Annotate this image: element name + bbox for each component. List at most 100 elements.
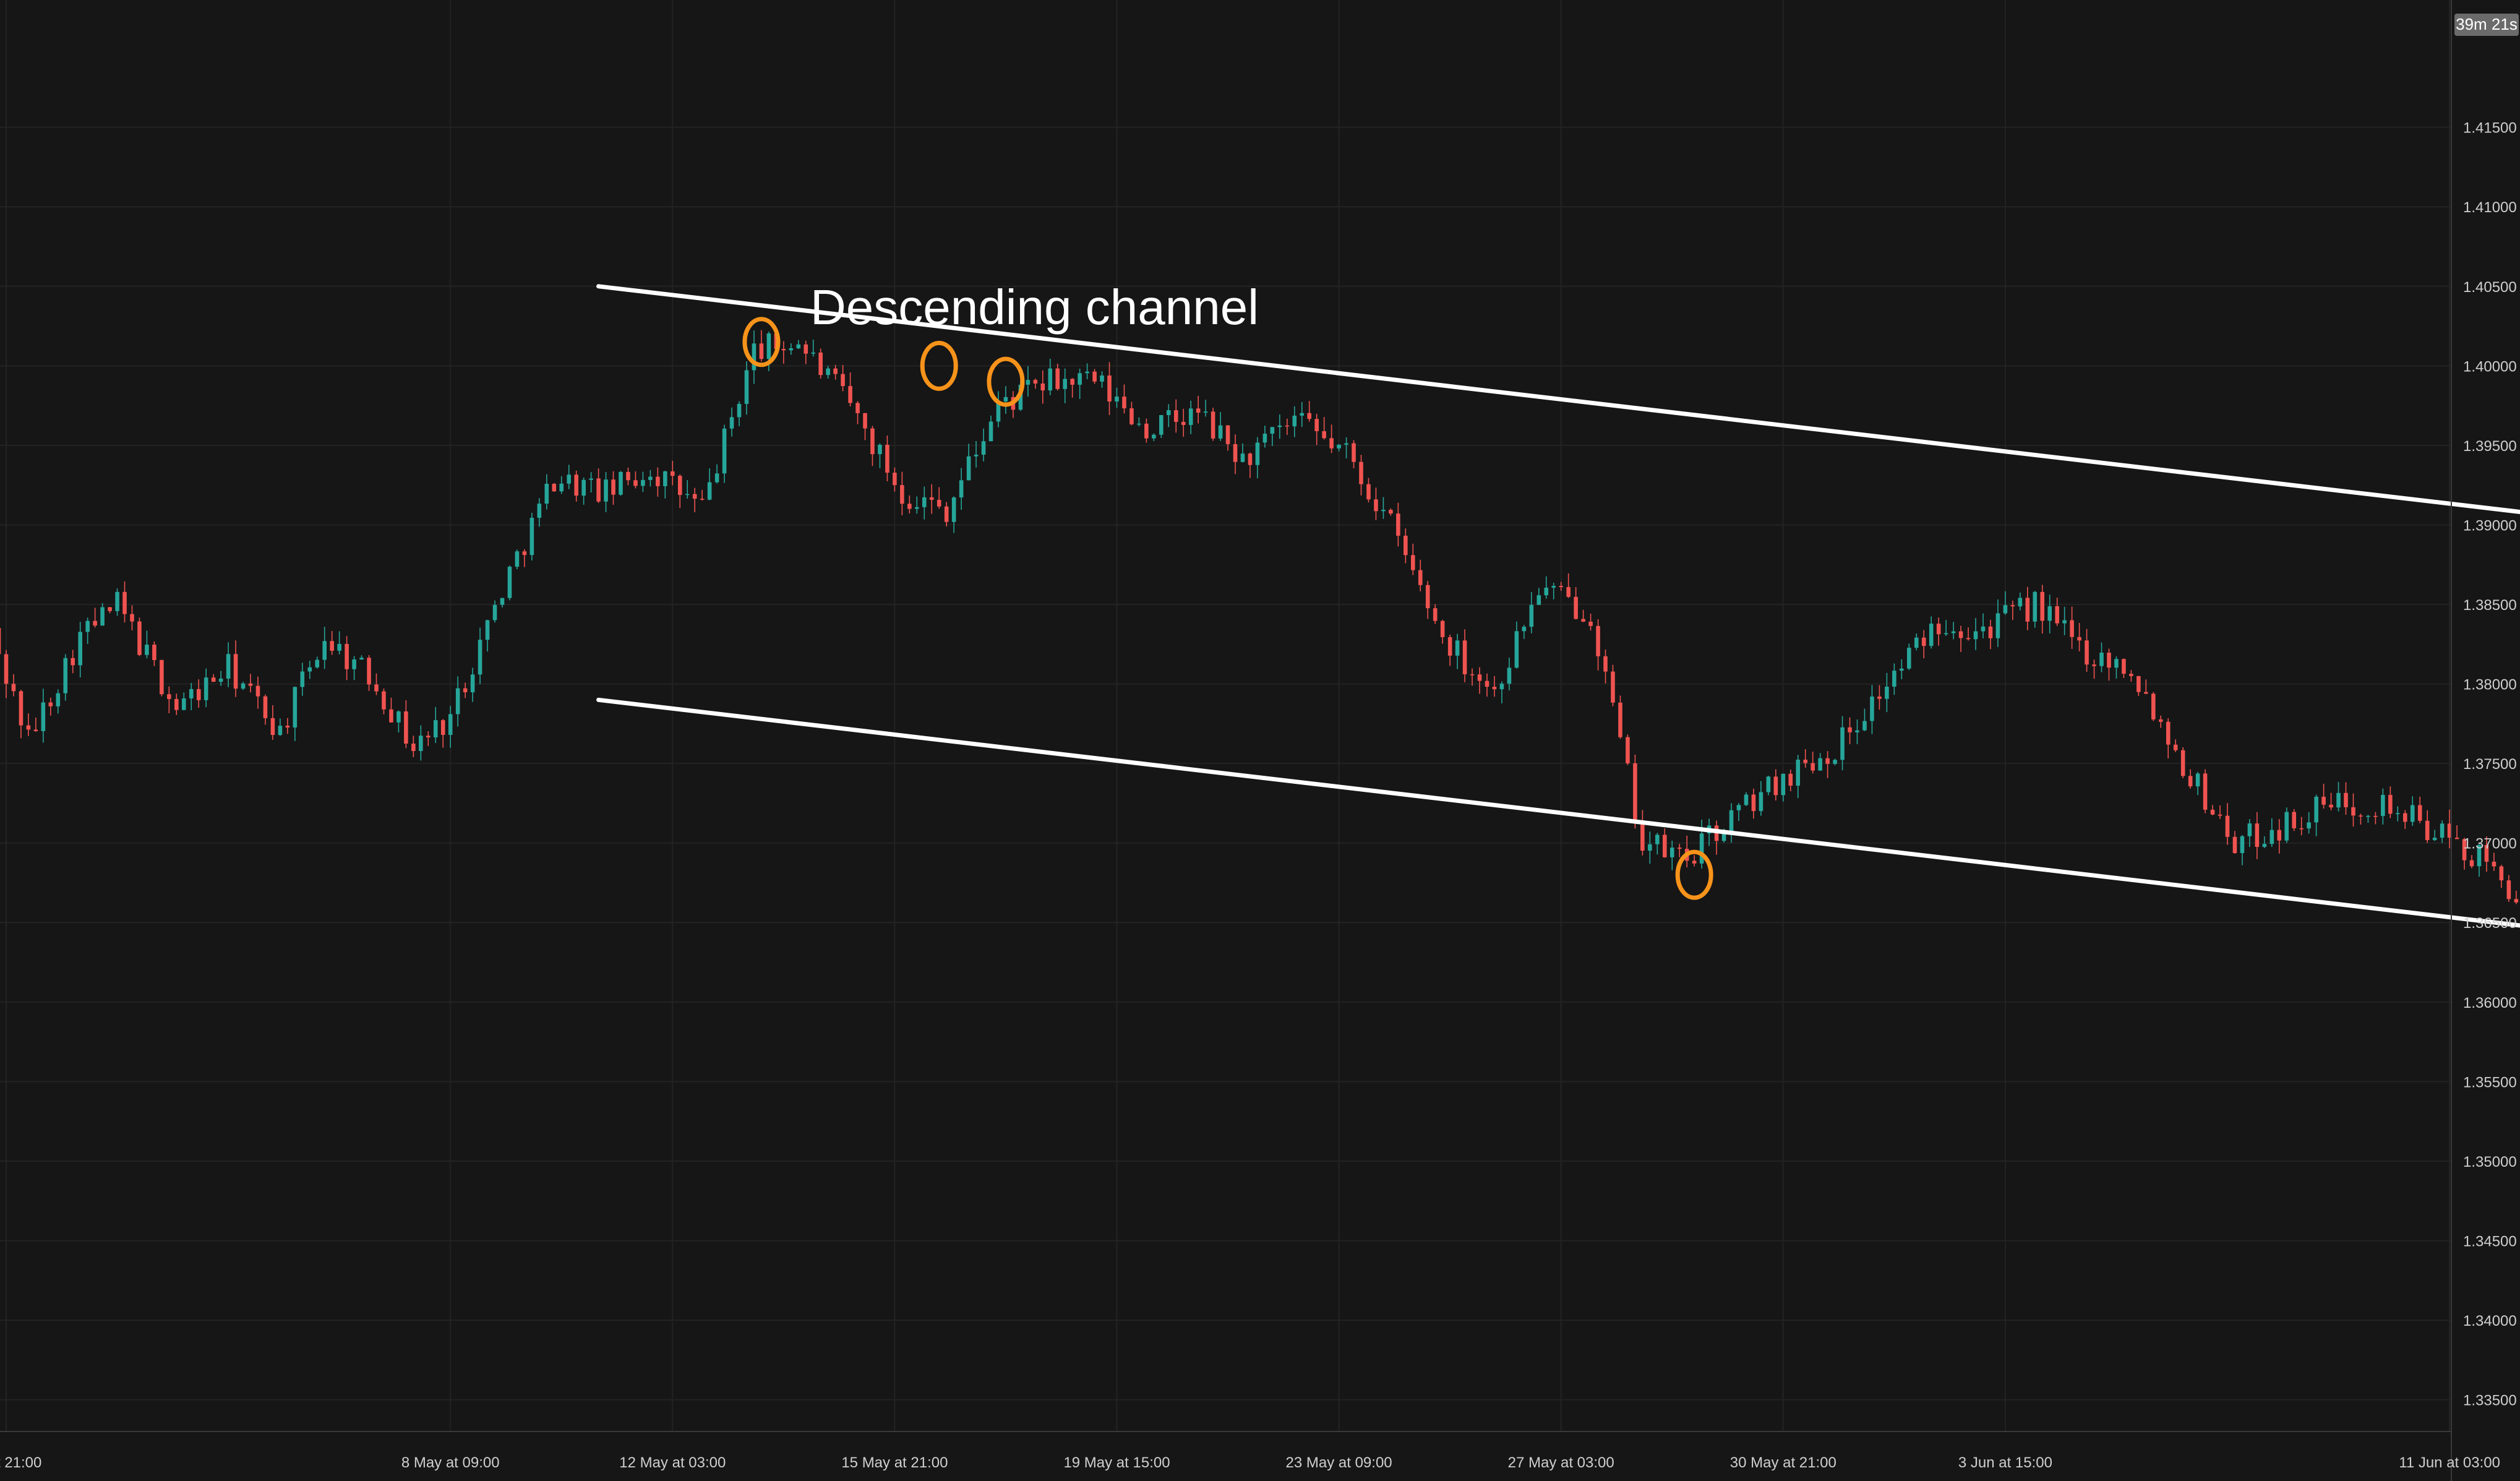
candle [2025, 586, 2030, 630]
candle [470, 668, 475, 702]
price-axis[interactable]: 1.33500 1.34000 1.34500 1.35000 1.35500 1.360… [2463, 120, 2517, 1409]
candle [1173, 399, 1178, 433]
candle [714, 464, 719, 484]
candle [1314, 413, 1319, 445]
channel-lines[interactable] [596, 284, 2520, 1344]
candle [108, 606, 112, 614]
candle [455, 676, 460, 727]
candle [2388, 786, 2393, 818]
candle [1462, 629, 1467, 682]
candle [1818, 753, 1822, 771]
candle [1055, 363, 1060, 391]
time-tick-label: pr at 21:00 [0, 1454, 41, 1471]
candle [515, 549, 520, 570]
candle [1255, 437, 1260, 479]
price-tick-label: 1.38500 [2463, 597, 2517, 614]
candle [1536, 588, 1541, 606]
candle [307, 661, 312, 679]
candle [1188, 400, 1193, 434]
candle [1936, 617, 1941, 646]
candle [1855, 719, 1859, 744]
candle [1588, 614, 1593, 631]
candle [1759, 781, 1764, 816]
candle [2107, 648, 2111, 681]
candle [1514, 621, 1519, 669]
candle [893, 467, 897, 492]
candle [2344, 782, 2348, 815]
candle [1440, 619, 1445, 644]
candle [1396, 502, 1400, 547]
candle [596, 468, 601, 504]
candle [1892, 663, 1896, 695]
candle [722, 424, 727, 483]
channel-upper-line[interactable] [596, 284, 2520, 930]
time-axis[interactable]: pr at 21:00 8 May at 09:00 12 May at 03:00… [0, 1454, 2520, 1471]
candle [574, 470, 578, 502]
candle [1063, 368, 1068, 403]
candle [1137, 417, 1141, 427]
time-tick-label: 27 May at 03:00 [1508, 1454, 1614, 1471]
candle [130, 605, 134, 630]
candle [11, 674, 16, 697]
candle [463, 682, 468, 698]
candle [1144, 418, 1149, 443]
candle [826, 366, 830, 379]
candle [729, 407, 734, 437]
candle [167, 686, 171, 713]
candle [2366, 815, 2370, 823]
price-tick-label: 1.37500 [2463, 756, 2517, 773]
candle [2225, 803, 2230, 845]
candle [2284, 807, 2289, 843]
candle [2122, 658, 2126, 679]
candle [2432, 830, 2437, 841]
price-tick-label: 1.36500 [2463, 915, 2517, 932]
candle [1773, 769, 1778, 801]
candle [707, 468, 712, 500]
candle [1277, 414, 1282, 439]
candle [196, 679, 201, 708]
candle [1995, 599, 2000, 647]
candle [759, 330, 764, 362]
candle [115, 588, 119, 616]
candle [1307, 401, 1312, 422]
candle [1544, 576, 1549, 599]
channel-lower-line[interactable] [596, 697, 2520, 1344]
candle [2047, 595, 2052, 633]
candle [448, 706, 453, 748]
candle [2492, 852, 2496, 871]
candle [152, 641, 156, 666]
candle [1988, 619, 1993, 650]
candle [2055, 598, 2059, 626]
candle [959, 468, 964, 510]
candle [263, 694, 268, 725]
candle [1344, 437, 1348, 459]
candle [1159, 414, 1164, 438]
candle [1418, 559, 1423, 591]
candle [1766, 776, 1771, 796]
candle [1381, 497, 1386, 519]
candle [789, 343, 794, 355]
chart-annotation[interactable]: Descending channel [810, 280, 1259, 335]
candle [2033, 591, 2038, 628]
time-tick-label: 11 Jun at 03:00 [2399, 1454, 2500, 1471]
candle [2195, 771, 2200, 796]
candle [2218, 805, 2222, 819]
candle [2299, 817, 2304, 836]
candle [1981, 613, 1986, 638]
candle [1714, 820, 1719, 855]
candle [2151, 692, 2156, 721]
candle [1337, 444, 1341, 452]
candle [419, 725, 423, 761]
candle [1248, 452, 1253, 478]
candle [700, 489, 705, 501]
candle [1078, 368, 1082, 399]
candle [1729, 803, 1734, 843]
candle [2040, 585, 2045, 634]
candle [567, 465, 572, 489]
price-tick-label: 1.39500 [2463, 438, 2517, 455]
candle [2077, 622, 2081, 651]
candle [478, 627, 482, 684]
candle [1877, 685, 1882, 710]
